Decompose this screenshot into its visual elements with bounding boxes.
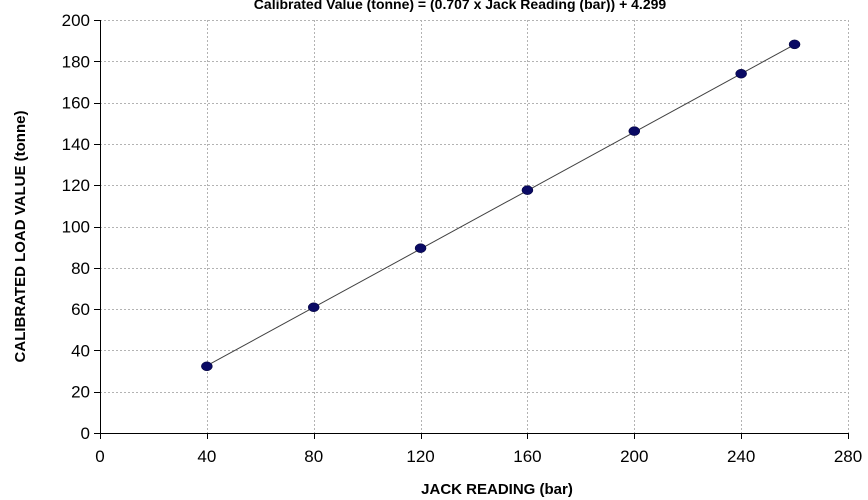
y-tick-label: 120: [62, 176, 90, 195]
data-point: [201, 361, 213, 372]
trendline: [206, 44, 795, 367]
y-tick-label: 60: [71, 300, 90, 319]
y-tick-label: 200: [62, 11, 90, 30]
y-tick-label: 80: [71, 259, 90, 278]
y-tick-label: 0: [81, 424, 90, 443]
tick-labels: 0 40 80 120 160 200 240 280 0 20 40 60 80 100 120 140 16…: [62, 11, 863, 466]
x-tick-label: 240: [727, 447, 755, 466]
x-tick-label: 280: [834, 447, 862, 466]
data-point: [521, 185, 534, 195]
data-points: [201, 39, 801, 372]
x-tick-label: 200: [620, 447, 648, 466]
y-tick-label: 40: [71, 341, 90, 360]
data-point: [788, 39, 801, 50]
gridlines: [100, 20, 849, 433]
data-point: [735, 68, 747, 79]
y-tick-label: 160: [62, 94, 90, 113]
y-tick-label: 180: [62, 52, 90, 71]
y-axis-title: CALIBRATED LOAD VALUE (tonne): [12, 111, 29, 363]
y-tick-label: 20: [71, 383, 90, 402]
x-axis-title: JACK READING (bar): [421, 481, 573, 498]
x-tick-label: 120: [406, 447, 434, 466]
trendline-layer: [206, 44, 795, 367]
x-tick-label: 40: [197, 447, 216, 466]
x-tick-label: 80: [304, 447, 323, 466]
axes: [94, 20, 849, 439]
x-tick-label: 160: [513, 447, 541, 466]
y-tick-label: 100: [62, 218, 90, 237]
x-tick-label: 0: [95, 447, 104, 466]
y-tick-label: 140: [62, 135, 90, 154]
data-point: [307, 302, 320, 312]
chart-title: Calibrated Value (tonne) = (0.707 x Jack…: [254, 0, 667, 12]
data-point: [628, 126, 641, 136]
data-point: [414, 243, 427, 253]
